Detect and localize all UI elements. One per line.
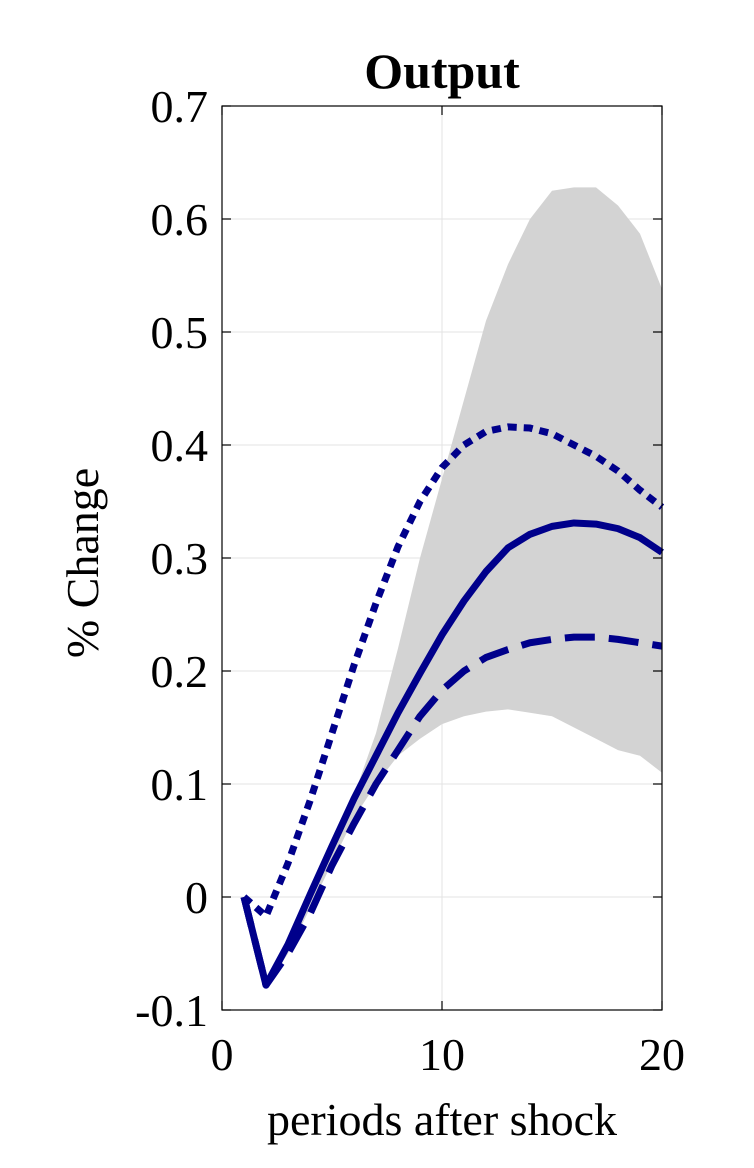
y-tick-label: 0.1 (151, 759, 209, 810)
series-line-solid (240, 519, 664, 989)
x-tick-label: 0 (211, 1029, 234, 1080)
series-line-dashed (240, 633, 663, 989)
y-tick-label: 0.4 (151, 420, 209, 471)
chart-title: Output (364, 43, 520, 99)
y-tick-label: 0.6 (151, 194, 209, 245)
x-tick-label: 20 (639, 1029, 685, 1080)
confidence-band (244, 187, 662, 988)
y-tick-label: -0.1 (135, 985, 208, 1036)
axis-ticks: -0.100.10.20.30.40.50.60.70 10 20 (135, 81, 685, 1080)
y-tick-label: 0 (185, 872, 208, 923)
confidence-band-group (244, 187, 662, 988)
y-axis-label: % Change (57, 468, 108, 658)
y-tick-label: 0.7 (151, 81, 209, 132)
y-tick-label: 0.2 (151, 646, 209, 697)
y-tick-label: 0.5 (151, 307, 209, 358)
x-tick-label: 10 (419, 1029, 465, 1080)
series-lines (240, 423, 665, 989)
y-tick-label: 0.3 (151, 533, 209, 584)
series-line-dotted (241, 423, 665, 920)
x-axis-label: periods after shock (267, 1094, 617, 1145)
